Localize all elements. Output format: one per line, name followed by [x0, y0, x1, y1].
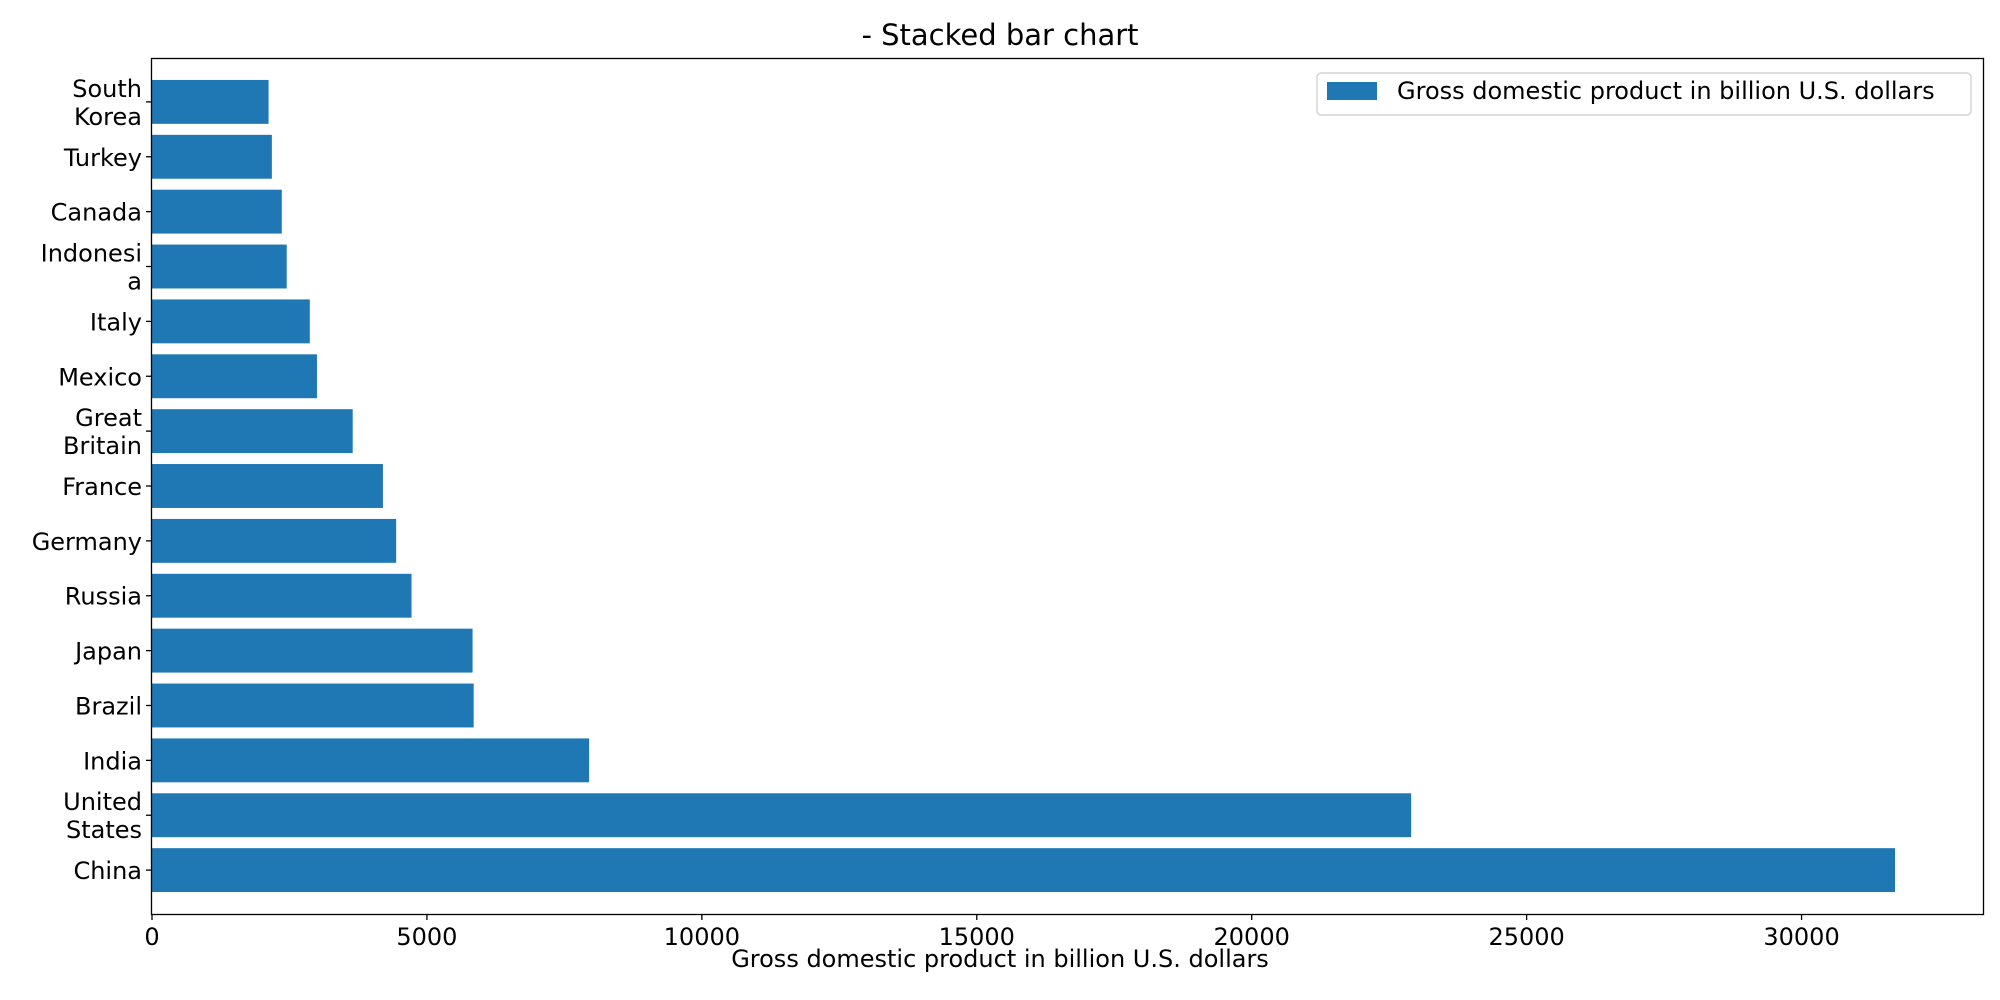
y-tick-label: Russia: [65, 583, 142, 611]
bar: [152, 409, 353, 454]
bar: [152, 848, 1896, 893]
bar: [152, 683, 474, 728]
bar: [152, 79, 269, 124]
legend-swatch: [1327, 82, 1377, 100]
bar: [152, 464, 383, 508]
x-tick-label: 30000: [1763, 923, 1839, 951]
y-tick-label: France: [62, 473, 142, 501]
chart-title: - Stacked bar chart: [861, 18, 1139, 52]
legend-label: Gross domestic product in billion U.S. d…: [1397, 77, 1935, 105]
x-tick-label: 25000: [1488, 923, 1564, 951]
y-tick-label: China: [73, 857, 142, 885]
legend-box: [1316, 72, 1972, 116]
x-tick-label: 0: [144, 923, 159, 951]
bars-layer: [152, 79, 1896, 893]
bar: [152, 134, 272, 179]
y-tick-label: Italy: [90, 308, 142, 336]
x-tick-label: 10000: [664, 923, 740, 951]
x-axis-label: Gross domestic product in billion U.S. d…: [731, 945, 1269, 973]
x-tick-label: 20000: [1214, 923, 1290, 951]
y-tick-label: India: [83, 747, 142, 775]
legend: Gross domestic product in billion U.S. d…: [1316, 72, 1972, 116]
y-tick-label: United: [63, 788, 142, 816]
bar: [152, 628, 473, 673]
bar: [152, 354, 317, 399]
y-tick-label: States: [66, 816, 142, 844]
bar: [152, 738, 590, 783]
bar: [152, 793, 1412, 838]
y-tick-label: Mexico: [58, 363, 142, 391]
bar: [152, 573, 412, 618]
bar: [152, 518, 397, 563]
y-tick-label: Britain: [63, 432, 142, 460]
y-tick-label: a: [127, 268, 142, 296]
y-tick-label: Indonesi: [41, 240, 142, 268]
x-tick-label: 5000: [396, 923, 457, 951]
x-tick-label: 15000: [939, 923, 1015, 951]
y-tick-label: Japan: [73, 638, 142, 666]
y-tick-label: Great: [75, 404, 142, 432]
bar: [152, 299, 310, 344]
y-tick-label: Canada: [51, 199, 142, 227]
y-tick-label: Turkey: [63, 144, 142, 172]
bar: [152, 189, 282, 234]
y-tick-label: Germany: [32, 528, 142, 556]
y-tick-label: Korea: [74, 103, 142, 131]
plot-frame: [150, 57, 1985, 916]
x-ticks-layer: 0 5000 10000 15000 20000 25000 30000: [144, 914, 1840, 951]
bar: [152, 244, 287, 289]
y-tick-label: Brazil: [75, 692, 142, 720]
y-tick-label: South: [72, 75, 142, 103]
